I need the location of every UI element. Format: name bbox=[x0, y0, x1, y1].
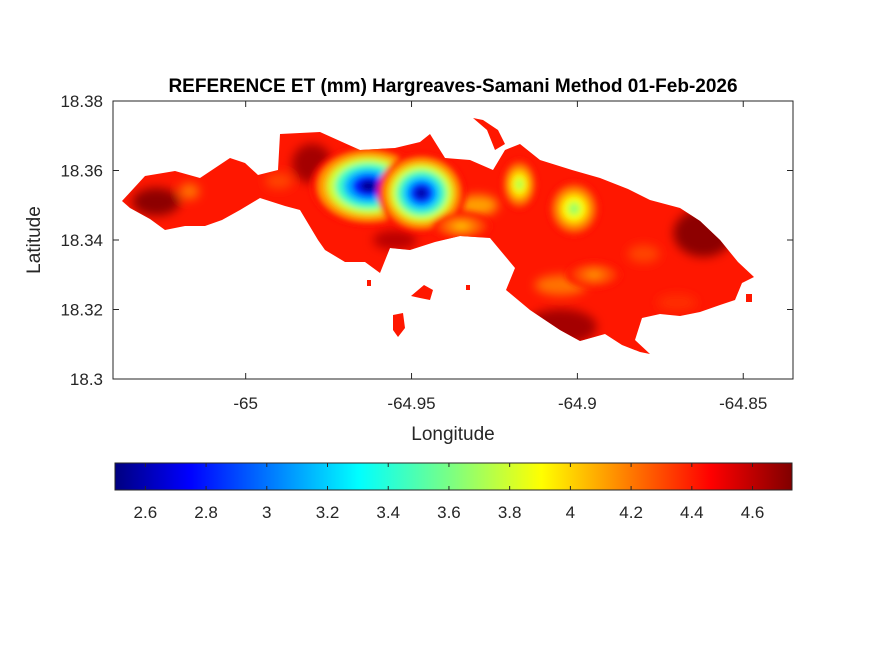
colorbar-tick-label: 4.4 bbox=[680, 503, 704, 522]
colorbar-tick-label: 3.4 bbox=[376, 503, 400, 522]
x-axis: -65 -64.95 -64.9 -64.85 bbox=[233, 101, 767, 413]
colorbar-tick-label: 3.8 bbox=[498, 503, 522, 522]
colorbar-tick-label: 3.6 bbox=[437, 503, 461, 522]
y-tick-label: 18.3 bbox=[70, 370, 103, 389]
x-tick-label: -64.95 bbox=[387, 394, 435, 413]
colorbar bbox=[114, 462, 793, 491]
et-high-region bbox=[372, 230, 417, 250]
x-tick-label: -64.9 bbox=[558, 394, 597, 413]
y-axis: 18.3 18.32 18.34 18.36 18.38 bbox=[60, 92, 793, 389]
y-axis-label: Latitude bbox=[24, 206, 45, 274]
colorbar-tick-label: 2.8 bbox=[194, 503, 218, 522]
et-low-region bbox=[516, 180, 522, 189]
y-tick-label: 18.32 bbox=[60, 301, 103, 320]
colorbar-ticks: 2.6 2.8 3 3.2 3.4 3.6 3.8 4 4.2 4.4 4.6 bbox=[134, 463, 765, 522]
et-low-region bbox=[415, 187, 428, 199]
et-high-region bbox=[132, 187, 181, 216]
colorbar-tick-label: 3.2 bbox=[316, 503, 340, 522]
et-warm-patch bbox=[179, 183, 200, 200]
x-tick-label: -65 bbox=[233, 394, 258, 413]
y-tick-label: 18.34 bbox=[60, 231, 103, 250]
x-axis-label: Longitude bbox=[411, 424, 494, 445]
et-low-region bbox=[360, 180, 377, 192]
x-tick-label: -64.85 bbox=[719, 394, 767, 413]
colorbar-tick-label: 2.6 bbox=[134, 503, 158, 522]
colorbar-tick-label: 3 bbox=[262, 503, 271, 522]
et-low-region bbox=[570, 204, 578, 213]
et-low-region bbox=[589, 272, 598, 277]
colorbar-tick-label: 4.2 bbox=[619, 503, 643, 522]
colorbar-tick-label: 4 bbox=[566, 503, 575, 522]
chart-title: REFERENCE ET (mm) Hargreaves-Samani Meth… bbox=[168, 76, 737, 97]
y-tick-label: 18.36 bbox=[60, 162, 103, 181]
et-warm-patch bbox=[656, 294, 697, 311]
et-warm-patch bbox=[457, 195, 498, 216]
et-warm-patch bbox=[627, 244, 660, 263]
et-warm-patch bbox=[264, 172, 293, 189]
colorbar-tick-label: 4.6 bbox=[741, 503, 765, 522]
et-low-region bbox=[457, 224, 466, 229]
y-tick-label: 18.38 bbox=[60, 92, 103, 111]
